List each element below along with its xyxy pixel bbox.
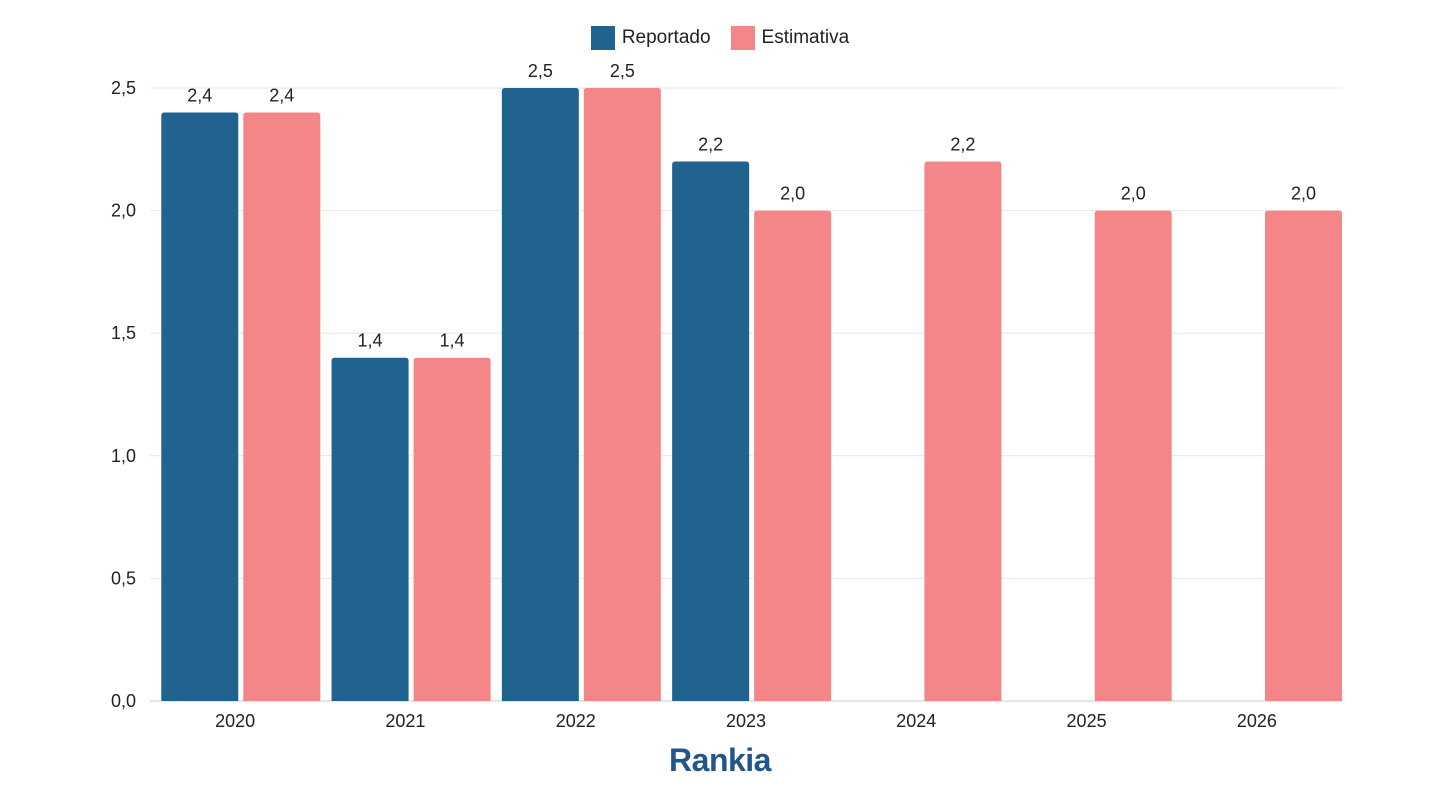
legend-label-reportado: Reportado bbox=[621, 27, 711, 48]
bar-reportado-2022 bbox=[501, 88, 579, 701]
data-label-estimativa-2020: 2,4 bbox=[269, 86, 294, 106]
legend-item-reportado: Reportado bbox=[590, 26, 711, 50]
bar-estimativa-2026 bbox=[1265, 210, 1342, 701]
x-tick-label-2023: 2023 bbox=[726, 711, 766, 731]
x-tick-label-2021: 2021 bbox=[385, 711, 425, 731]
bar-estimativa-2022 bbox=[583, 88, 661, 701]
data-label-reportado-2023: 2,2 bbox=[698, 135, 723, 155]
bar-estimativa-2021 bbox=[413, 357, 491, 701]
x-tick-label-2026: 2026 bbox=[1237, 711, 1277, 731]
y-tick-label: 0,5 bbox=[111, 568, 136, 588]
data-label-estimativa-2025: 2,0 bbox=[1121, 184, 1146, 204]
bar-estimativa-2025 bbox=[1094, 210, 1172, 701]
y-tick-label: 2,5 bbox=[111, 78, 136, 98]
bar-reportado-2021 bbox=[331, 357, 409, 701]
y-tick-label: 1,0 bbox=[111, 446, 136, 466]
data-label-reportado-2020: 2,4 bbox=[187, 86, 212, 106]
data-label-estimativa-2022: 2,5 bbox=[610, 61, 635, 81]
data-label-reportado-2022: 2,5 bbox=[528, 61, 553, 81]
legend-label-estimativa: Estimativa bbox=[761, 27, 850, 48]
data-label-reportado-2021: 1,4 bbox=[358, 331, 383, 351]
y-tick-label: 0,0 bbox=[111, 691, 136, 711]
bar-reportado-2020 bbox=[161, 112, 239, 701]
bar-estimativa-2024 bbox=[924, 161, 1002, 701]
data-label-estimativa-2021: 1,4 bbox=[440, 331, 465, 351]
legend-swatch-reportado bbox=[590, 26, 615, 50]
bar-estimativa-2020 bbox=[243, 112, 321, 701]
chart-legend: Reportado Estimativa bbox=[0, 26, 1440, 50]
x-tick-label-2024: 2024 bbox=[896, 711, 936, 731]
legend-item-estimativa: Estimativa bbox=[730, 26, 850, 50]
y-tick-label: 2,0 bbox=[111, 201, 136, 221]
bar-estimativa-2023 bbox=[754, 210, 832, 701]
x-tick-label-2022: 2022 bbox=[556, 711, 596, 731]
data-label-estimativa-2026: 2,0 bbox=[1291, 184, 1316, 204]
x-tick-label-2020: 2020 bbox=[215, 711, 255, 731]
x-tick-label-2025: 2025 bbox=[1067, 711, 1107, 731]
data-label-estimativa-2024: 2,2 bbox=[950, 135, 975, 155]
data-label-estimativa-2023: 2,0 bbox=[780, 184, 805, 204]
rankia-logo: Rankia bbox=[669, 742, 771, 778]
y-tick-label: 1,5 bbox=[111, 323, 136, 343]
bar-reportado-2023 bbox=[672, 161, 750, 701]
legend-swatch-estimativa bbox=[730, 26, 755, 50]
